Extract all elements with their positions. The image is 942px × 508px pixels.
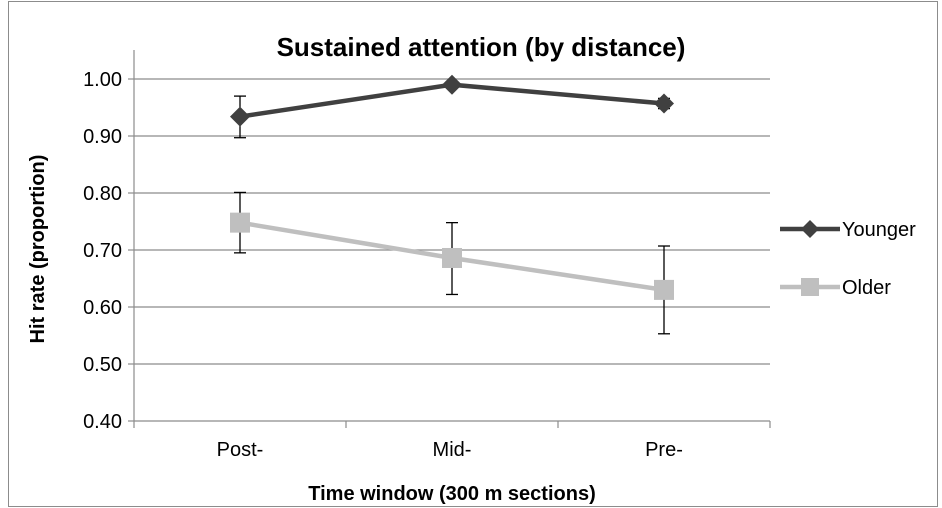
legend-label: Younger	[842, 219, 916, 241]
y-tick-label: 0.40	[83, 411, 122, 433]
series-younger	[230, 74, 674, 139]
y-tick-label: 0.80	[83, 183, 122, 205]
legend-item-younger: Younger	[780, 219, 916, 241]
data-point	[442, 247, 462, 268]
data-point	[442, 74, 462, 95]
data-point	[654, 279, 674, 300]
legend-marker	[801, 278, 819, 296]
y-axis-title: Hit rate (proportion)	[27, 155, 49, 344]
legend: Younger Older	[780, 219, 916, 299]
series-layer	[230, 74, 674, 335]
data-point	[654, 93, 674, 114]
x-tick-label: Post-	[217, 439, 264, 461]
data-point	[230, 212, 250, 233]
series-older	[230, 191, 674, 335]
legend-item-older: Older	[780, 277, 891, 299]
chart-title: Sustained attention (by distance)	[277, 32, 686, 62]
y-tick-label: 0.60	[83, 297, 122, 319]
x-tick-label: Mid-	[433, 439, 472, 461]
x-tick-labels: Post- Mid- Pre-	[217, 439, 683, 461]
y-tick-label: 1.00	[83, 69, 122, 91]
y-tick-label: 0.50	[83, 354, 122, 376]
y-tick-label: 0.90	[83, 126, 122, 148]
x-tick-label: Pre-	[645, 439, 683, 461]
y-tick-labels: 0.40 0.50 0.60 0.70 0.80 0.90 1.00	[83, 69, 122, 433]
legend-marker	[801, 220, 819, 238]
x-axis-title: Time window (300 m sections)	[308, 483, 595, 505]
axes	[128, 50, 771, 428]
legend-label: Older	[842, 277, 891, 299]
data-point	[230, 106, 250, 127]
y-tick-label: 0.70	[83, 240, 122, 262]
gridlines	[134, 78, 770, 365]
